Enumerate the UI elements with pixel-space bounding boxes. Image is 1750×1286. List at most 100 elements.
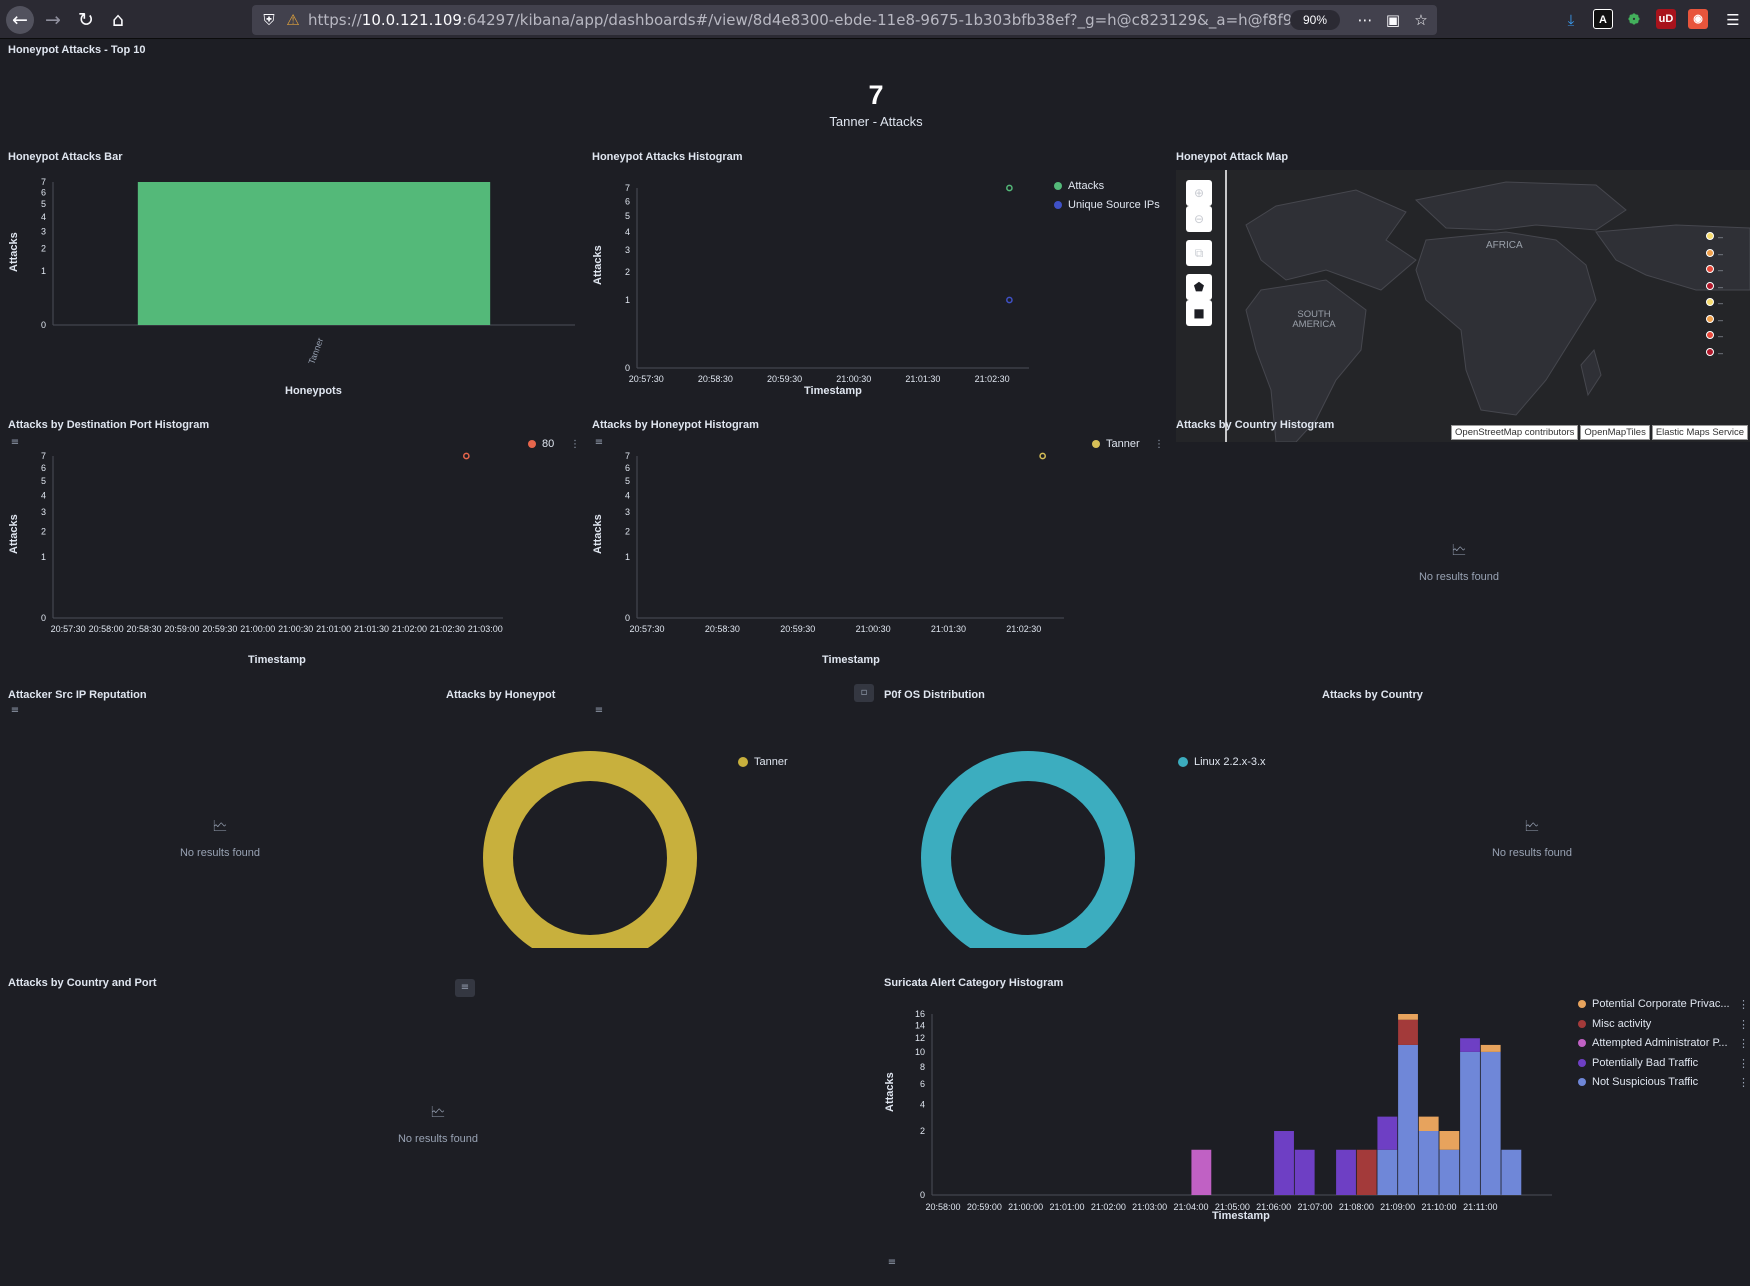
legend-swatch [1054, 201, 1062, 210]
panel-dest-port-histogram: Attacks by Destination Port Histogram 0 1… [0, 418, 580, 718]
panel-title: Honeypot Attacks Histogram [592, 151, 743, 163]
legend-options-icon[interactable]: ⋮ [570, 439, 580, 450]
zoom-badge[interactable]: 90% [1290, 10, 1340, 30]
y-tick-label: 1 [41, 552, 46, 562]
extension-bug-icon[interactable]: ❁ [1624, 9, 1644, 29]
legend-options-icon[interactable]: ⋮ [1738, 1038, 1749, 1050]
y-tick-label: 6 [41, 188, 46, 198]
no-results-message: 🗠 No results found [0, 1102, 876, 1145]
fit-data-bounds-icon[interactable]: ⧉ [1186, 240, 1212, 266]
x-tick-label: 20:57:30 [51, 624, 86, 634]
ublock-icon[interactable]: uD [1656, 9, 1676, 29]
legend-item[interactable]: Attacks [1054, 180, 1104, 192]
legend-options-icon[interactable]: ⋮ [1154, 439, 1164, 450]
lock-icon[interactable]: ⚠ [286, 11, 300, 29]
map-legend-item: – [1706, 281, 1723, 292]
map-legend-item: – [1706, 232, 1723, 242]
legend-item[interactable]: Potentially Bad Traffic ⋮ [1578, 1057, 1750, 1070]
pocket-icon[interactable]: ▣ [1385, 11, 1401, 29]
metric-value: 7 [868, 80, 884, 110]
attribution-osm[interactable]: OpenStreetMap contributors [1451, 425, 1579, 440]
map-canvas[interactable]: AFRICA SOUTH AMERICA ⊕ ⊖ ⧉ ⬟ ■ – – – – – – – – … [1176, 170, 1750, 442]
panel-by-honeypot-donut: Attacks by Honeypot Tanner ≡ [438, 688, 876, 997]
y-axis-title: Attacks [592, 245, 604, 285]
bookmark-star-icon[interactable]: ☆ [1414, 11, 1428, 29]
attribution-ems[interactable]: Elastic Maps Service [1651, 425, 1748, 440]
reload-icon[interactable]: ↻ [78, 9, 94, 31]
panel-country-port: Attacks by Country and Port 🗠 No results… [0, 976, 876, 1261]
map-attributions: OpenStreetMap contributors OpenMapTiles El… [1449, 422, 1748, 440]
x-axis-title: Honeypots [285, 385, 342, 397]
legend-item[interactable]: Tanner [738, 756, 788, 768]
extension-a-icon[interactable]: A [1593, 9, 1613, 29]
draw-polygon-icon[interactable]: ⬟ [1186, 274, 1212, 300]
x-tick-label: 21:01:00 [316, 624, 351, 634]
legend-toggle-icon[interactable]: ≡ [10, 437, 20, 448]
by-honeypot-donut-legend: Tanner [738, 756, 858, 776]
x-tick-label: 21:01:00 [1049, 1202, 1084, 1212]
legend-item[interactable]: Unique Source IPs [1054, 199, 1160, 211]
legend-options-icon[interactable]: ⋮ [1738, 1018, 1749, 1031]
bar-segment-attempted-administrator-p [1191, 1149, 1212, 1195]
y-tick-label: 1 [625, 295, 630, 305]
y-tick-label: 4 [41, 212, 46, 222]
zoom-in-icon[interactable]: ⊕ [1186, 180, 1212, 206]
legend-item[interactable]: 80 [528, 438, 554, 450]
y-tick-label: 4 [920, 1100, 925, 1110]
y-tick-label: 3 [41, 507, 46, 517]
zoom-out-icon[interactable]: ⊖ [1186, 206, 1212, 232]
tracking-shield-icon[interactable]: ⛨ [263, 11, 275, 29]
legend-swatch [1578, 1000, 1586, 1009]
back-icon[interactable]: ← [6, 6, 34, 34]
y-tick-label: 2 [920, 1126, 925, 1136]
attribution-openmaptiles[interactable]: OpenMapTiles [1580, 425, 1650, 440]
no-results-message: 🗠 No results found [1314, 816, 1750, 859]
legend-item[interactable]: Tanner [1092, 438, 1140, 450]
panel-attacks-histogram: Honeypot Attacks Histogram 0 1 2 3 4 5 6 7 20:57… [584, 150, 1164, 450]
donut-slice-linux-2-2-x-3-x [921, 751, 1135, 948]
y-tick-label: 3 [625, 507, 630, 517]
legend-toggle-icon[interactable]: ≡ [887, 1257, 897, 1268]
legend-options-icon[interactable]: ⋮ [1738, 1057, 1749, 1070]
legend-options-icon[interactable]: ⋮ [1738, 999, 1749, 1011]
page-actions-icon[interactable]: ⋯ [1357, 11, 1373, 29]
legend-options-icon[interactable]: ⋮ [1738, 1077, 1749, 1089]
x-tick-label: 21:01:30 [931, 624, 966, 634]
address-bar[interactable]: ⛨ ⚠ https://10.0.121.109:64297/kibana/ap… [252, 5, 1437, 35]
y-tick-label: 1 [41, 266, 46, 276]
y-tick-label: 5 [625, 476, 630, 486]
y-tick-label: 6 [920, 1079, 925, 1089]
downloads-icon[interactable]: ⤓ [1567, 11, 1575, 29]
legend-label: 80 [542, 438, 555, 450]
panel-options-icon[interactable]: ▫ [854, 684, 874, 702]
y-tick-label: 2 [41, 526, 46, 536]
x-tick-label: 21:03:00 [468, 624, 503, 634]
panel-attack-map: Honeypot Attack Map AFRICA SOUTH AMERICA… [1168, 150, 1750, 450]
legend-item[interactable]: Misc activity ⋮ [1578, 1018, 1750, 1031]
bar-segment-potential-corporate-privac [1418, 1116, 1439, 1132]
forward-icon[interactable]: → [45, 9, 61, 31]
map-legend-swatch [1706, 248, 1714, 257]
x-tick-label: 21:10:00 [1421, 1202, 1456, 1212]
x-tick-label: 21:05:00 [1215, 1202, 1250, 1212]
legend-item[interactable]: Not Suspicious Traffic ⋮ [1578, 1076, 1750, 1089]
p0f-donut-legend: Linux 2.2.x-3.x [1178, 756, 1308, 776]
legend-toggle-icon[interactable]: ≡ [10, 705, 20, 716]
menu-icon[interactable]: ☰ [1726, 11, 1740, 29]
legend-toggle-icon[interactable]: ≡ [594, 705, 604, 716]
home-icon[interactable]: ⌂ [111, 9, 125, 31]
legend-item[interactable]: Potential Corporate Privac... ⋮ [1578, 998, 1750, 1011]
x-tick-label: Tanner [306, 336, 325, 365]
histogram-legend: Attacks Unique Source IPs [1054, 180, 1164, 230]
map-legend-label: – [1718, 314, 1724, 325]
y-tick-label: 0 [625, 363, 630, 373]
legend-item[interactable]: Attempted Administrator P... ⋮ [1578, 1037, 1750, 1050]
draw-rectangle-icon[interactable]: ■ [1186, 300, 1212, 326]
legend-item[interactable]: Linux 2.2.x-3.x [1178, 756, 1266, 768]
map-legend-item: – [1706, 331, 1723, 341]
extension-fox-icon[interactable]: ◉ [1688, 9, 1708, 29]
bar-segment-misc-activity [1398, 1019, 1418, 1045]
legend-toggle-icon[interactable]: ≡ [455, 979, 475, 997]
url-text[interactable]: https://10.0.121.109:64297/kibana/app/da… [308, 11, 1321, 29]
legend-toggle-icon[interactable]: ≡ [594, 437, 604, 448]
